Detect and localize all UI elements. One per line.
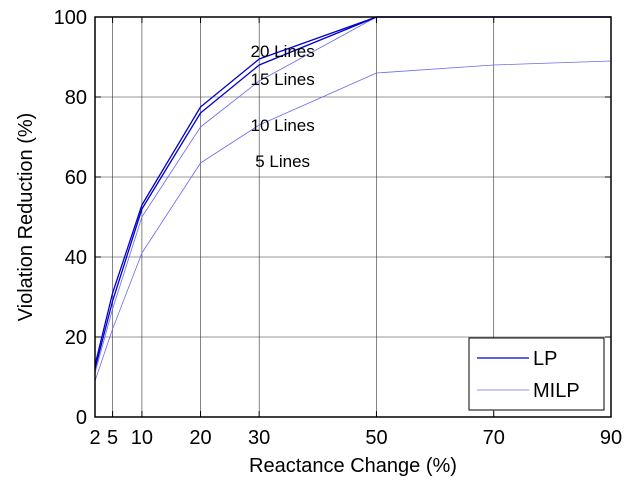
x-tick-label: 2 — [89, 427, 100, 449]
x-tick-label: 50 — [365, 427, 387, 449]
line-annotations: 20 Lines 15 Lines 10 Lines 5 Lines — [250, 42, 314, 171]
y-axis-label: Violation Reduction (%) — [15, 113, 37, 322]
y-tick-label: 20 — [65, 327, 87, 349]
y-tick-label: 0 — [76, 407, 87, 429]
legend: LP MILP — [468, 337, 605, 411]
x-axis-label: Reactance Change (%) — [249, 455, 457, 477]
plot-frame — [94, 16, 612, 418]
line-label: 5 Lines — [255, 152, 310, 171]
x-tick-label: 5 — [107, 427, 118, 449]
x-tick-label: 20 — [189, 427, 211, 449]
series-line-5-lines — [94, 60, 612, 382]
legend-label: MILP — [533, 380, 580, 402]
x-tick-label: 10 — [131, 427, 153, 449]
y-tick-label: 100 — [54, 7, 87, 29]
x-tick-label: 70 — [483, 427, 505, 449]
line-label: 10 Lines — [250, 116, 314, 135]
axis-ticks: 2 5 10 20 30 50 70 90 0 20 40 60 80 100 — [54, 7, 623, 449]
line-label: 20 Lines — [250, 42, 314, 61]
legend-label: LP — [533, 348, 557, 370]
line-label: 15 Lines — [250, 70, 314, 89]
legend-box — [468, 337, 605, 411]
y-tick-label: 40 — [65, 247, 87, 269]
y-tick-label: 80 — [65, 87, 87, 109]
y-tick-label: 60 — [65, 167, 87, 189]
x-tick-label: 30 — [248, 427, 270, 449]
x-tick-label: 90 — [600, 427, 622, 449]
